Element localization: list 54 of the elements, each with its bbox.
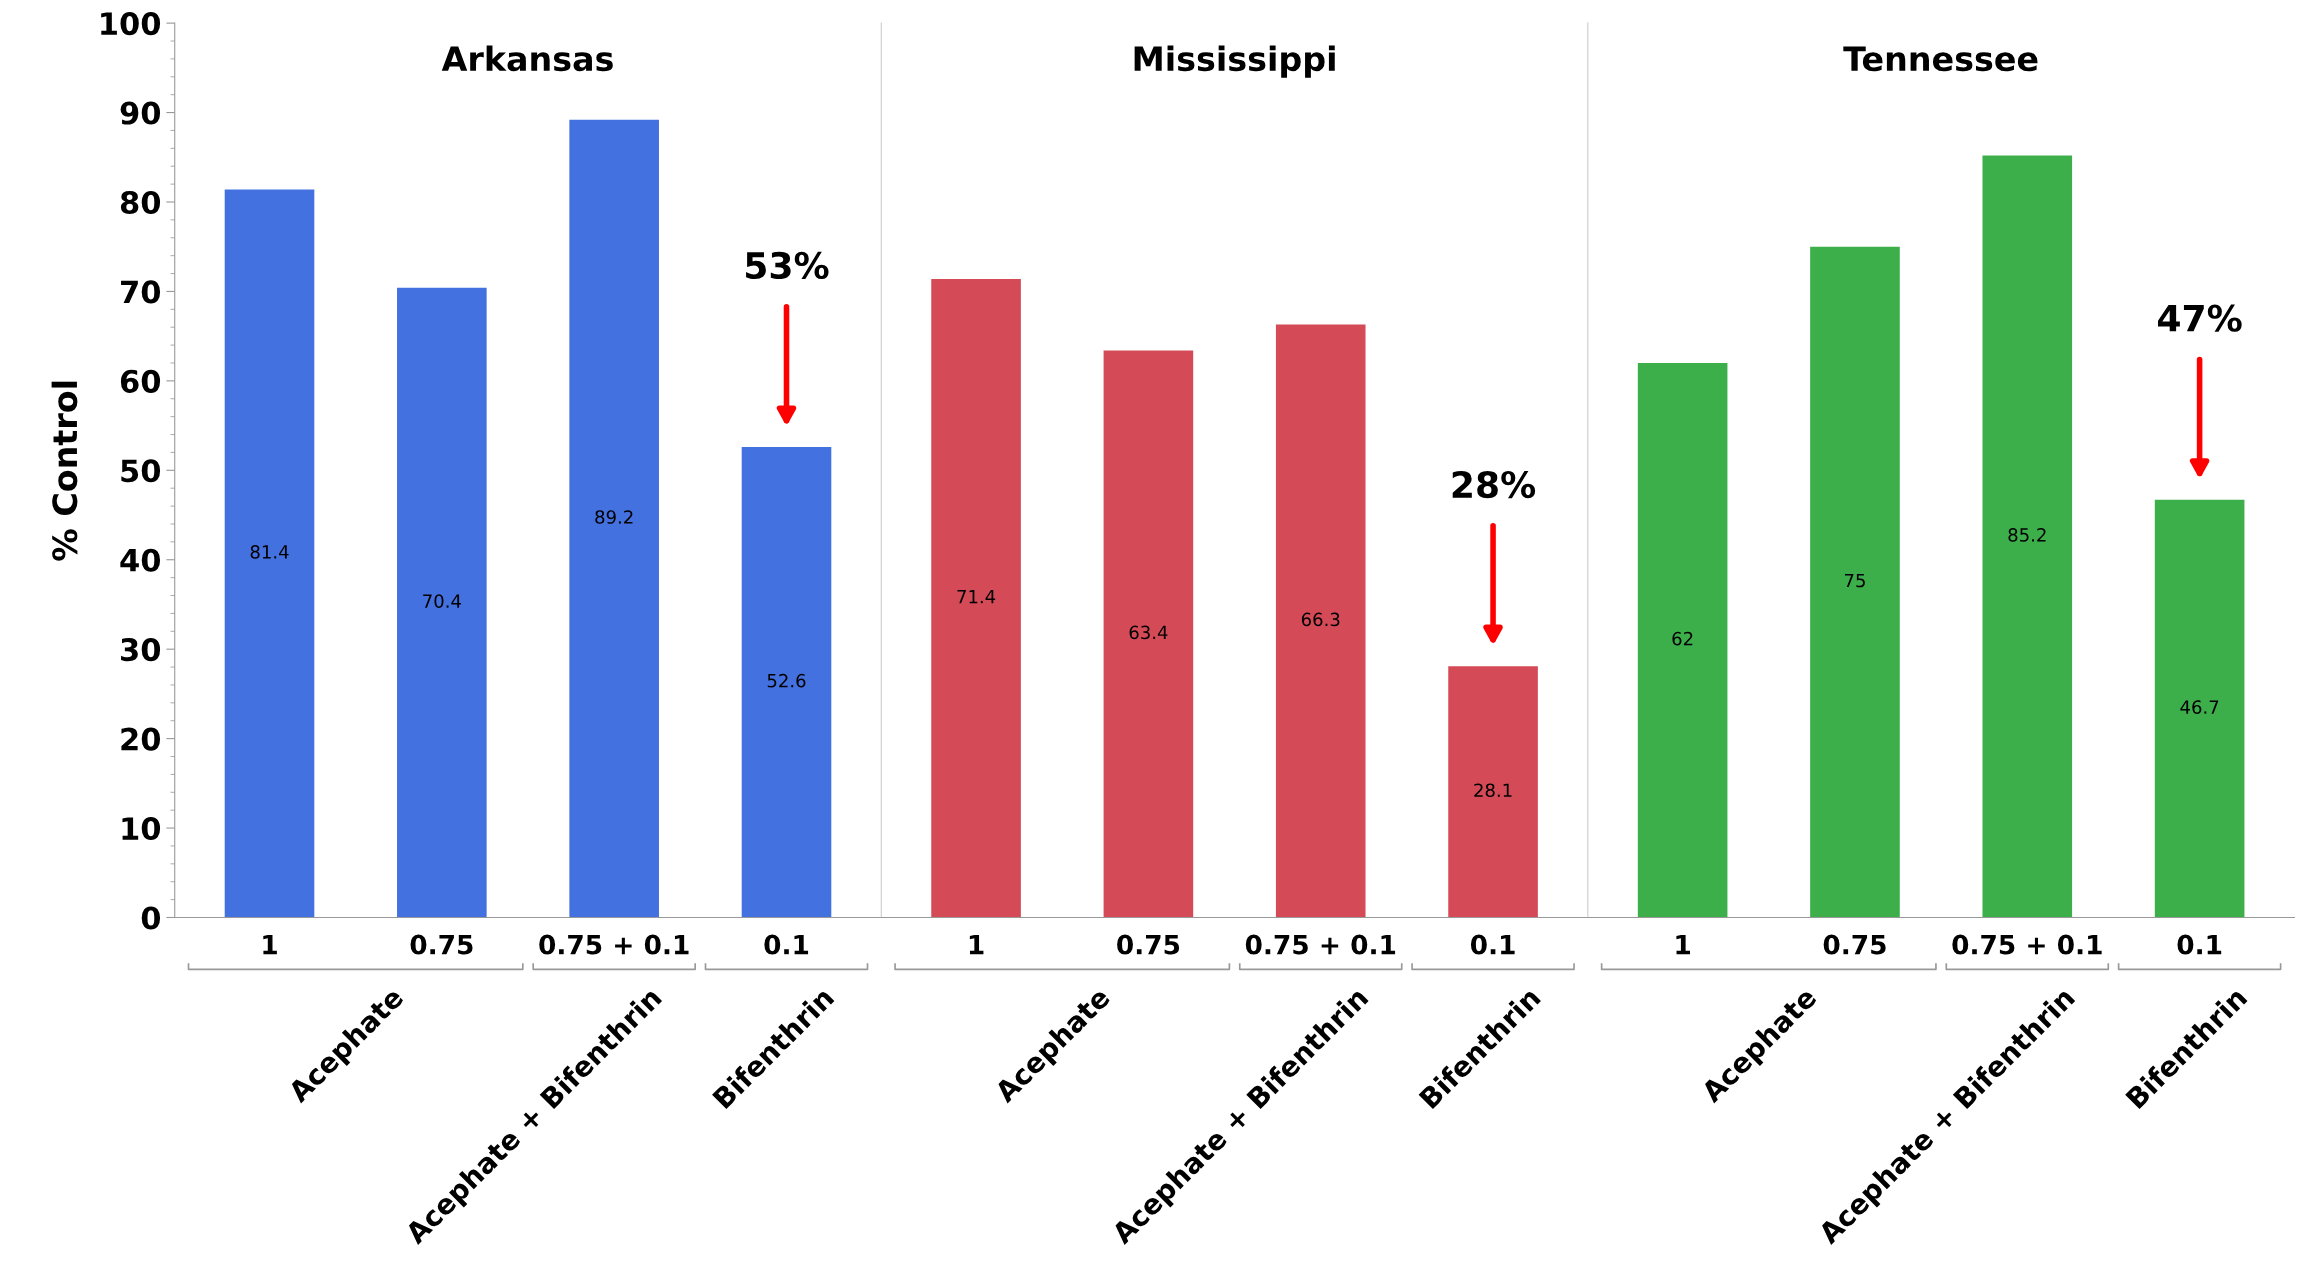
data-label: 81.4: [250, 545, 289, 559]
y-tick-label: 50: [121, 459, 161, 483]
y-tick-label: 10: [122, 816, 161, 841]
y-tick-label: 80: [120, 190, 161, 215]
bar: [931, 278, 1021, 918]
y-tick-label: 60: [120, 369, 161, 393]
x-tick-label: 1: [263, 934, 277, 955]
bar: [1982, 155, 2073, 918]
data-label: 63.4: [1129, 625, 1168, 640]
bar: [1637, 362, 1728, 918]
text: Mississippi: [1134, 45, 1335, 78]
data-label: 89.2: [595, 510, 633, 524]
y-tick-label: 40: [120, 548, 161, 572]
y-tick-label: 30: [121, 638, 161, 662]
y-axis-title: % Control: [51, 381, 78, 561]
annotation: 53%: [746, 251, 829, 280]
data-label: 85.2: [2008, 528, 2046, 542]
data-label: 66.3: [1301, 612, 1340, 627]
y-tick-label: 100: [101, 12, 161, 36]
x-tick-label: 0.75: [1117, 934, 1180, 955]
bar: [741, 447, 832, 918]
y-tick-label: 0: [141, 906, 161, 930]
x-tick-label: 0.75: [1823, 934, 1886, 955]
annotation: 47%: [2158, 304, 2242, 332]
text: Tennessee: [1843, 46, 2038, 72]
data-label: 71.4: [957, 590, 996, 604]
x-tick-label: 0.75 + 0.1: [539, 934, 689, 955]
data-label: 46.7: [2180, 700, 2219, 714]
data-label: 62: [1672, 631, 1693, 646]
x-tick-label: 0.75 + 0.1: [1245, 934, 1396, 955]
x-tick-label: 0.75: [410, 934, 473, 955]
x-tick-label: 1: [1676, 934, 1690, 955]
bar: [569, 119, 659, 918]
data-label: 28.1: [1474, 783, 1512, 798]
x-tick-label: 0.1: [1470, 934, 1515, 955]
data-label: 70.4: [423, 594, 461, 608]
bar: [1275, 324, 1366, 918]
x-tick-label: 1: [969, 934, 984, 955]
x-tick-label: 0.1: [764, 934, 809, 955]
data-label: 75: [1844, 573, 1865, 588]
text: Arkansas: [441, 45, 613, 72]
bar: [1448, 666, 1538, 918]
x-tick-label: 0.75 + 0.1: [1952, 934, 2102, 955]
bar: [224, 189, 315, 918]
bar: [1103, 350, 1194, 918]
bar: [1810, 246, 1900, 918]
bar: [397, 287, 487, 918]
y-tick-label: 20: [121, 727, 161, 751]
y-tick-label: 90: [120, 101, 161, 125]
x-tick-label: 0.1: [2177, 934, 2222, 955]
data-label: 52.6: [767, 673, 806, 688]
y-tick-label: 70: [121, 280, 161, 304]
bar: [2154, 499, 2245, 918]
annotation: 28%: [1452, 470, 1536, 499]
